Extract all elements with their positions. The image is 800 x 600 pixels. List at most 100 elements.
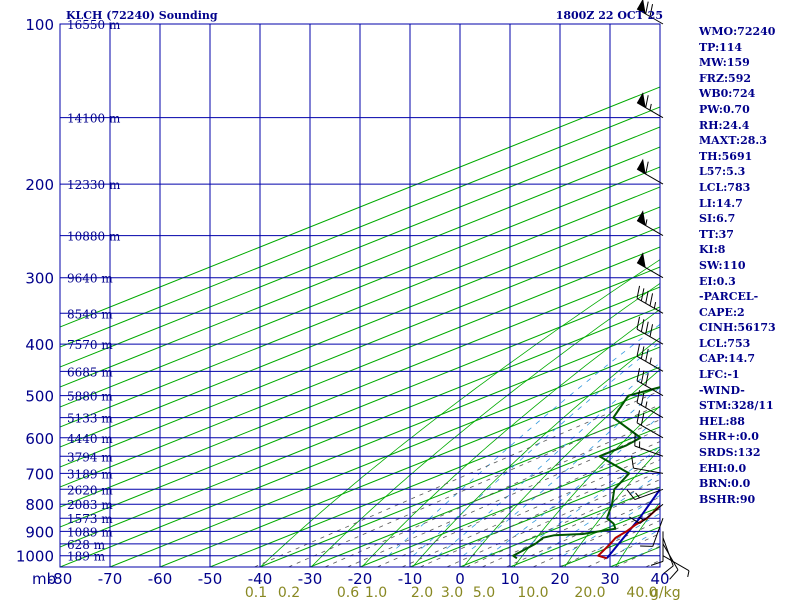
pressure-label: 400 (25, 336, 54, 354)
wind-barb-flag (645, 373, 649, 386)
isotherm-line (60, 166, 660, 408)
isotherm-line (209, 386, 660, 567)
wind-barb-half-flag (687, 570, 690, 578)
wind-barb (626, 488, 664, 501)
wind-barb-flag (640, 392, 645, 406)
pressure-label: 300 (25, 270, 54, 288)
isotherm-line (60, 246, 660, 488)
index-item: SW:110 (699, 258, 746, 272)
wind-barb-flag (669, 569, 679, 580)
height-label: 16550 m (67, 18, 121, 32)
index-item: FRZ:592 (699, 71, 752, 85)
wind-barb (636, 252, 664, 279)
index-item: CINH:56173 (699, 321, 776, 335)
wind-barb-pennant (637, 210, 646, 226)
index-item: LCL:783 (699, 180, 751, 194)
index-item: SRDS:132 (699, 446, 761, 460)
mixing-ratio-label: 0.6 (337, 585, 359, 600)
height-label: 4440 m (67, 432, 113, 446)
wind-barb-half-flag (638, 516, 645, 521)
mixing-ratio-line (401, 451, 660, 567)
height-label: 1089 m (67, 525, 113, 539)
height-label: 5133 m (67, 412, 113, 426)
isotherm-line (60, 266, 660, 508)
dry-adiabat-line (412, 337, 660, 567)
temperature-tick-label: 20 (550, 570, 569, 588)
dry-adiabat-line (564, 448, 660, 567)
mixing-ratio-label: 1.0 (365, 585, 387, 600)
temperature-tick-label: 30 (600, 570, 619, 588)
wind-barb-flag (628, 516, 641, 524)
height-label: 10880 m (67, 230, 121, 244)
isotherm-line (60, 86, 660, 328)
height-label: 12330 m (67, 178, 121, 192)
wind-barb-flag (640, 412, 645, 426)
wind-barb (636, 0, 664, 25)
mixing-ratio-label: 40.0 (626, 585, 657, 600)
mixing-ratio-line (446, 470, 660, 567)
pressure-label: 600 (25, 430, 54, 448)
wind-barb-flag (649, 324, 654, 337)
isotherm-line (359, 446, 660, 567)
dry-adiabat-line (361, 308, 660, 567)
dry-adiabat-line (462, 369, 660, 567)
pressure-unit-label: mb (32, 570, 56, 588)
isotherm-line (60, 306, 660, 548)
wind-barb (636, 92, 664, 119)
height-label: 2620 m (67, 483, 113, 497)
wind-barb-staff (633, 467, 664, 474)
wind-barb-half-flag (653, 302, 657, 309)
wind-barb (640, 518, 664, 547)
moist-adiabat-line (512, 445, 660, 557)
wind-barb-flag (649, 293, 654, 306)
wind-barb-flag (645, 161, 649, 175)
height-label: 5880 m (67, 390, 113, 404)
index-item: WB0:724 (699, 87, 756, 101)
wind-barb (662, 555, 690, 578)
temperature-tick-label: -40 (248, 570, 273, 588)
mixing-ratio-line (420, 459, 660, 567)
isotherm-line (60, 206, 660, 448)
height-label: 8548 m (67, 307, 113, 321)
wind-barb-flag (663, 565, 674, 575)
wind-barb (662, 537, 674, 575)
height-label: 2083 m (67, 498, 113, 512)
index-item: EHI:0.0 (699, 461, 747, 475)
wind-barb-staff (636, 220, 664, 237)
wind-barb-half-flag (635, 492, 640, 499)
pressure-label: 800 (25, 496, 54, 514)
wind-barb (631, 455, 664, 474)
wind-barb-staff (652, 518, 664, 547)
pressure-label: 500 (25, 388, 54, 406)
index-item: WMO:72240 (699, 25, 776, 38)
temperature-trace (597, 504, 660, 560)
wind-barb (636, 343, 664, 372)
wind-barb-flag (650, 560, 664, 566)
wind-barb-flag (645, 348, 649, 362)
temperature-tick-label: -70 (98, 570, 123, 588)
station-title: KLCH (72240) Sounding (66, 9, 218, 22)
wind-barb (636, 316, 664, 345)
index-item: BSHR:90 (699, 492, 756, 506)
isotherm-line (309, 426, 660, 567)
wind-barb-pennant (637, 252, 646, 268)
height-label: 6685 m (67, 365, 113, 379)
wind-barb (636, 410, 664, 439)
wind-barb-flag (640, 319, 645, 332)
wind-barb-flag (636, 316, 641, 330)
index-item: TP:114 (699, 40, 743, 54)
wind-barb-staff (634, 445, 664, 457)
pressure-label: 100 (25, 16, 54, 34)
index-item: LFC:-1 (699, 368, 740, 382)
wind-barb-half-flag (649, 103, 652, 111)
pressure-label: 1000 (16, 548, 54, 566)
index-item: BRN:0.0 (699, 477, 751, 491)
wind-barb-staff (662, 555, 690, 572)
index-item: -PARCEL- (699, 290, 759, 304)
isotherm-line (60, 126, 660, 368)
mixing-ratio-label: 0.1 (245, 585, 267, 600)
temperature-tick-label: -80 (48, 570, 73, 588)
wind-barb (636, 368, 664, 397)
wind-barb (628, 503, 664, 524)
index-item: SI:6.7 (699, 212, 736, 226)
